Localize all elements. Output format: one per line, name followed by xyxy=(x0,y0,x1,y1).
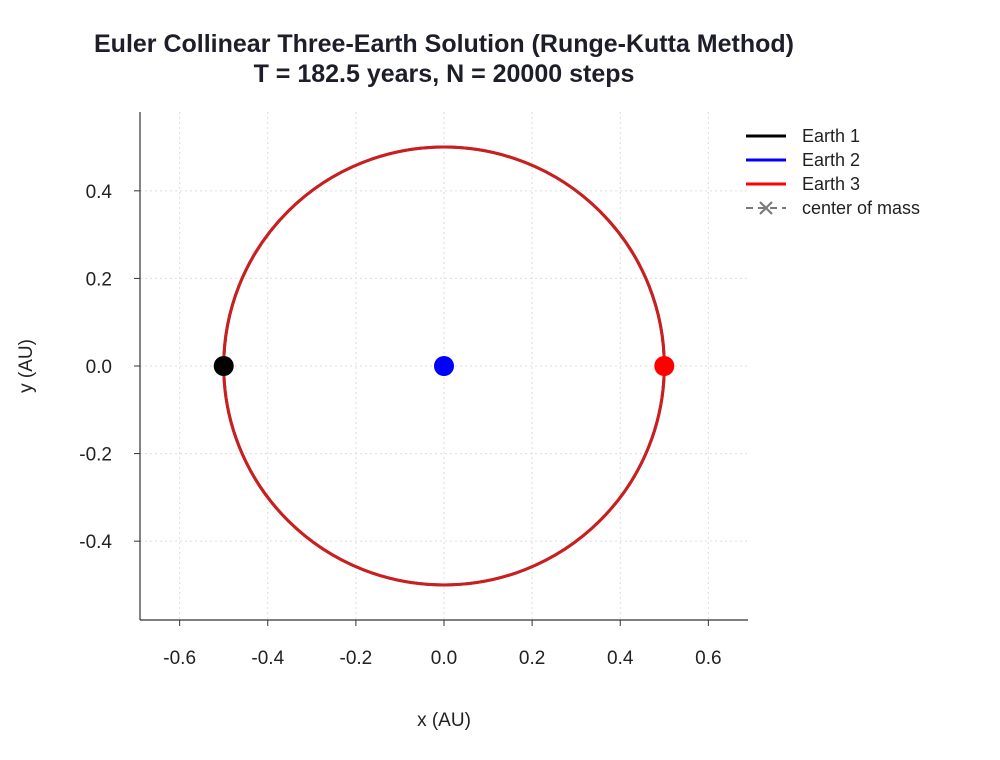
y-tick-label: 0.0 xyxy=(86,357,112,378)
chart-subtitle: T = 182.5 years, N = 20000 steps xyxy=(254,60,635,88)
x-tick-label: 0.6 xyxy=(695,648,721,669)
x-tick-label: -0.2 xyxy=(340,648,373,669)
x-tick-label: 0.2 xyxy=(519,648,545,669)
x-tick-label: -0.6 xyxy=(163,648,196,669)
legend: Earth 1 Earth 2 Earth 3 center of mass xyxy=(746,126,920,218)
legend-label-earth-3: Earth 3 xyxy=(802,174,860,194)
legend-label-earth-2: Earth 2 xyxy=(802,150,860,170)
legend-label-earth-1: Earth 1 xyxy=(802,126,860,146)
y-tick-label: 0.2 xyxy=(86,269,112,290)
earth-2-marker xyxy=(434,356,454,376)
y-tick-label: -0.4 xyxy=(79,532,112,553)
x-tick-label: 0.4 xyxy=(607,648,634,669)
chart-title: Euler Collinear Three-Earth Solution (Ru… xyxy=(94,30,794,58)
earth-1-marker xyxy=(213,356,234,376)
earth-3-marker xyxy=(654,356,675,376)
y-tick-label: 0.4 xyxy=(86,182,113,203)
y-axis-label: y (AU) xyxy=(16,339,37,393)
x-tick-label: -0.4 xyxy=(251,648,284,669)
legend-label-center-of-mass: center of mass xyxy=(802,198,920,218)
x-tick-label: 0.0 xyxy=(431,648,457,669)
y-tick-label: -0.2 xyxy=(79,445,112,466)
final-positions xyxy=(213,356,675,376)
legend-cross-icon xyxy=(759,201,773,215)
axes: -0.6 -0.4 -0.2 0.0 0.2 0.4 0.6 -0.4 -0.2 0.0 0.2 0.… xyxy=(79,112,748,669)
x-axis-label: x (AU) xyxy=(417,710,471,731)
